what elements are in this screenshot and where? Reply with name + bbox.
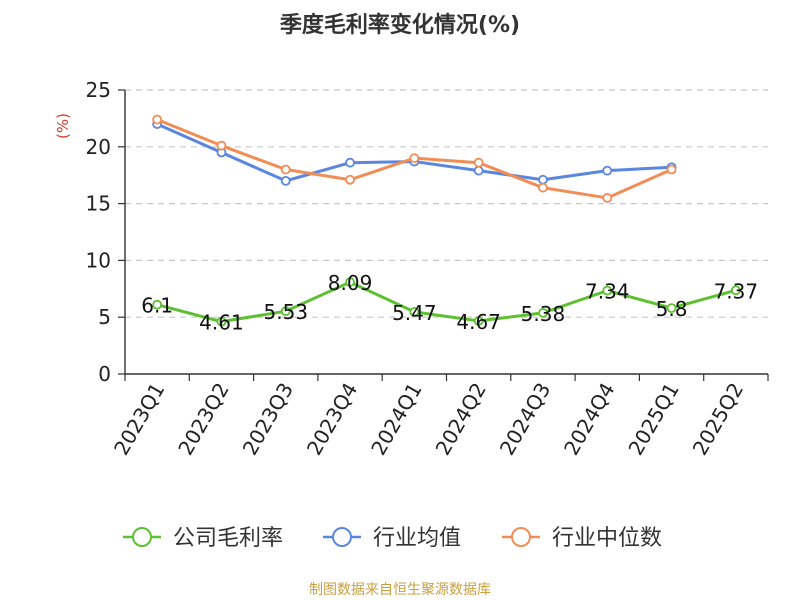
series-point-2 [409, 153, 420, 164]
y-tick-label: 15 [86, 192, 111, 216]
y-tick-label: 20 [86, 135, 111, 159]
legend-marker-2 [511, 527, 531, 547]
data-label: 5.47 [392, 301, 437, 325]
data-label: 7.37 [714, 279, 759, 303]
series-point-0 [152, 299, 163, 310]
series-point-1 [345, 157, 355, 168]
x-tick-label: 2024Q3 [495, 379, 555, 460]
data-label: 5.8 [656, 297, 688, 321]
x-tick-label: 2024Q2 [431, 379, 491, 460]
series-point-0 [409, 306, 420, 317]
series-point-1 [473, 165, 484, 176]
series-point-1 [280, 175, 291, 186]
series-point-1 [602, 165, 613, 176]
series-point-2 [538, 182, 548, 193]
y-axis-label: (%) [54, 113, 72, 139]
series-point-2 [216, 140, 227, 151]
series-line-1 [156, 122, 672, 183]
series-point-2 [280, 164, 291, 175]
source-note: 制图数据来自恒生聚源数据库 [309, 582, 491, 598]
series-point-0 [216, 316, 227, 327]
x-tick-label: 2025Q1 [623, 379, 683, 460]
data-label: 6.1 [141, 294, 173, 318]
series-point-1 [538, 174, 548, 185]
axes: 0 5 10 15 20 25 2023Q1 2023Q2 2023Q3 2023Q4 2024Q1… [86, 78, 769, 460]
series-line-0 [156, 280, 737, 324]
series-point-0 [345, 277, 355, 287]
x-tick-label: 2023Q1 [109, 379, 169, 460]
data-labels: 6.1 4.61 5.53 8.09 5.47 4.67 5.38 7.34 5.8 7.37 [141, 271, 758, 335]
legend-marker-0 [132, 527, 152, 547]
legend-marker-1 [332, 527, 352, 547]
series-point-0 [473, 316, 484, 326]
x-tick-label: 2024Q1 [366, 379, 426, 460]
series-point-2 [473, 157, 484, 168]
series-point-0 [666, 303, 677, 314]
chart-title: 季度毛利率变化情况(%) [280, 12, 520, 38]
y-tick-label: 25 [86, 78, 111, 102]
series-point-0 [280, 306, 291, 317]
x-tick-label: 2024Q4 [559, 379, 619, 460]
data-label: 8.09 [328, 271, 373, 295]
series-point-0 [730, 285, 741, 296]
series-point-2 [666, 164, 677, 175]
x-tick-label: 2023Q3 [238, 379, 298, 460]
y-tick-label: 10 [86, 248, 111, 272]
legend-label-2: 行业中位数 [552, 526, 662, 551]
series-point-0 [538, 307, 548, 318]
series-point-2 [602, 193, 613, 203]
series-point-2 [345, 174, 355, 185]
series-point-0 [602, 285, 613, 296]
y-tick-label: 0 [98, 362, 111, 386]
legend-label-1: 行业均值 [373, 526, 461, 551]
x-tick-label: 2023Q4 [302, 379, 362, 460]
data-label: 4.67 [456, 310, 501, 334]
x-tick-label: 2023Q2 [173, 379, 233, 460]
grid-lines [125, 89, 768, 318]
series-point-2 [152, 114, 163, 125]
data-label: 5.53 [263, 300, 308, 324]
legend: 公司毛利率 行业均值 行业中位数 [123, 526, 662, 551]
y-tick-label: 5 [98, 305, 111, 329]
data-label: 7.34 [585, 280, 630, 304]
data-label: 5.38 [521, 302, 566, 326]
data-label: 4.61 [199, 311, 244, 335]
series-layer [152, 114, 741, 327]
legend-label-0: 公司毛利率 [173, 526, 283, 551]
x-tick-label: 2025Q2 [688, 379, 748, 460]
